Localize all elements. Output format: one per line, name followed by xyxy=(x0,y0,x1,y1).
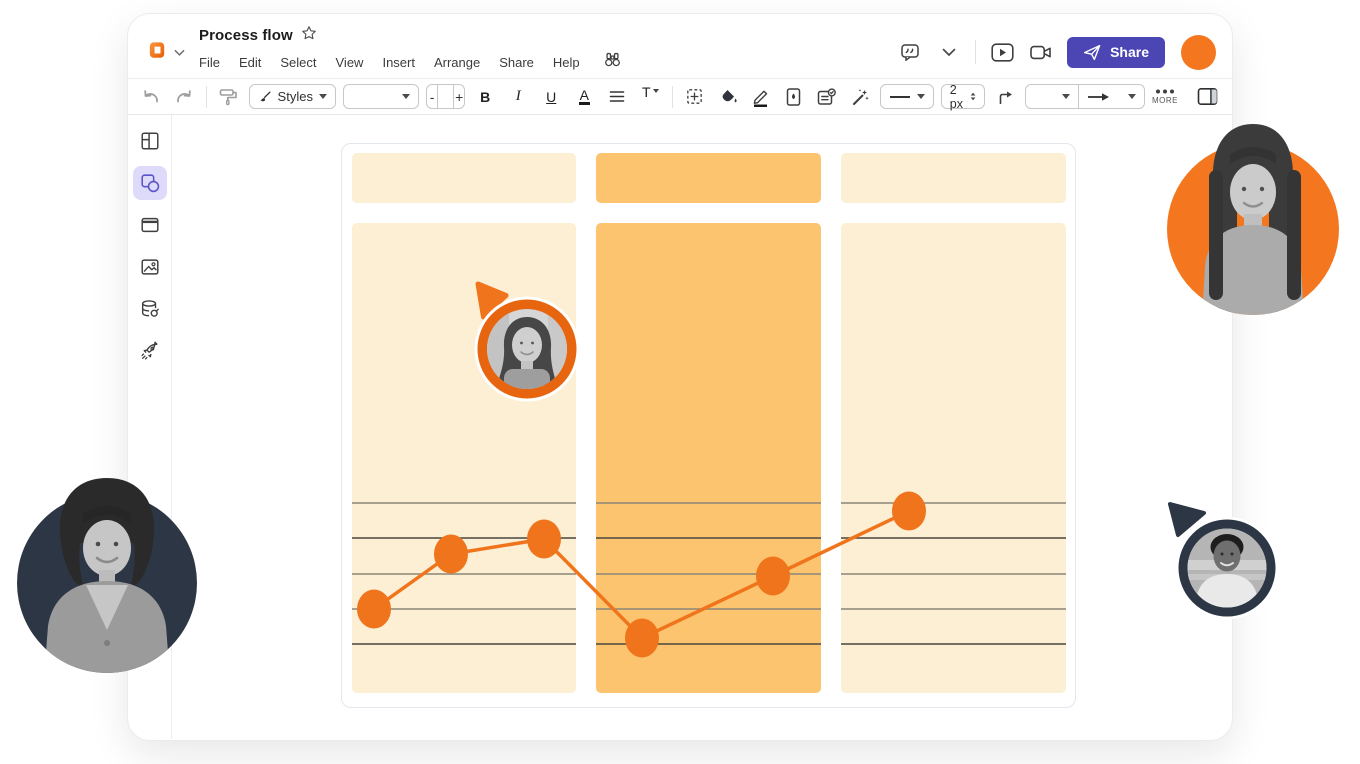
right-panel-toggle[interactable] xyxy=(1194,84,1220,110)
search-binoculars-icon[interactable] xyxy=(603,51,622,73)
line-start-select[interactable] xyxy=(1024,84,1079,109)
font-select[interactable] xyxy=(342,84,419,109)
column-2-header[interactable] xyxy=(596,153,821,203)
share-button[interactable]: Share xyxy=(1067,36,1165,68)
brush-icon xyxy=(260,90,271,101)
bold-button[interactable]: B xyxy=(480,88,491,105)
line-color-button[interactable] xyxy=(748,84,774,110)
column-1-header[interactable] xyxy=(352,153,576,203)
arrow-controls xyxy=(1024,84,1145,109)
shapes-icon xyxy=(140,174,159,193)
font-size-input[interactable] xyxy=(437,85,455,108)
menu-item-insert[interactable]: Insert xyxy=(382,54,415,70)
menu-item-edit[interactable]: Edit xyxy=(238,54,262,70)
data-point[interactable] xyxy=(756,556,790,596)
line-icon xyxy=(889,95,910,98)
position-button[interactable] xyxy=(682,84,708,110)
canvas-drawing xyxy=(352,153,1066,693)
sidebar-item-frames[interactable] xyxy=(133,208,167,242)
sidebar-item-data[interactable] xyxy=(133,292,167,326)
canvas[interactable] xyxy=(172,115,1232,739)
data-point[interactable] xyxy=(357,589,391,629)
present-button[interactable] xyxy=(989,39,1015,65)
align-button[interactable] xyxy=(604,84,630,110)
favorite-star-icon[interactable] xyxy=(301,25,317,46)
video-call-icon[interactable] xyxy=(1028,39,1054,65)
toolbar-divider xyxy=(206,85,207,108)
font-size-control: - + xyxy=(426,84,466,109)
column-2-body[interactable] xyxy=(596,223,821,693)
window-icon xyxy=(140,217,159,233)
header: Process flow File Edit Select View Inser… xyxy=(128,14,1232,78)
line-end-select[interactable] xyxy=(1078,84,1145,109)
italic-button[interactable]: I xyxy=(515,88,521,104)
layout-icon xyxy=(140,132,159,150)
sidebar-item-marketplace[interactable] xyxy=(133,334,167,368)
menu-item-select[interactable]: Select xyxy=(280,54,317,70)
lucid-logo-icon[interactable] xyxy=(146,39,169,67)
comments-button[interactable] xyxy=(897,39,923,65)
caret-down-icon xyxy=(402,94,410,99)
document-title[interactable]: Process flow xyxy=(199,27,293,44)
text-options-button[interactable]: T xyxy=(637,84,663,110)
menu-bar: File Edit Select View Insert Arrange Sha… xyxy=(199,51,622,73)
image-icon xyxy=(140,259,159,275)
sidebar-item-images[interactable] xyxy=(133,250,167,284)
data-point[interactable] xyxy=(625,618,659,658)
caret-down-icon xyxy=(318,94,327,99)
data-point[interactable] xyxy=(527,519,561,559)
fill-color-button[interactable] xyxy=(715,84,741,110)
format-painter-button[interactable] xyxy=(216,84,242,110)
data-point[interactable] xyxy=(892,491,926,531)
redo-button[interactable] xyxy=(171,84,197,110)
arrow-right-icon xyxy=(1087,92,1109,101)
caret-down-icon xyxy=(1127,94,1136,99)
rocket-icon xyxy=(140,341,158,360)
font-size-decrease[interactable]: - xyxy=(429,88,435,105)
account-avatar[interactable] xyxy=(1181,34,1216,70)
menu-item-arrange[interactable]: Arrange xyxy=(433,54,481,70)
left-toolbar xyxy=(128,115,172,739)
underline-button[interactable]: U xyxy=(546,88,557,105)
line-style-select[interactable] xyxy=(879,84,934,109)
database-link-icon xyxy=(141,300,159,317)
styles-select[interactable]: Styles xyxy=(248,84,336,109)
magic-wand-button[interactable] xyxy=(847,84,873,110)
undo-button[interactable] xyxy=(138,84,164,110)
font-size-increase[interactable]: + xyxy=(455,88,464,105)
annotation-button[interactable] xyxy=(814,84,840,110)
app-window: Process flow File Edit Select View Inser… xyxy=(128,14,1232,740)
up-down-icon xyxy=(970,92,976,101)
text-color-button[interactable]: A xyxy=(578,87,590,105)
paper-plane-icon xyxy=(1083,44,1101,60)
line-width-stepper[interactable]: 2 px xyxy=(940,83,985,111)
page-frame[interactable] xyxy=(341,143,1076,708)
comments-chevron-down-icon[interactable] xyxy=(936,39,962,65)
logo-chevron-down-icon[interactable] xyxy=(174,44,185,62)
toolbar-divider xyxy=(672,85,673,108)
ellipsis-icon xyxy=(1156,89,1174,93)
menu-item-view[interactable]: View xyxy=(335,54,364,70)
column-3-body[interactable] xyxy=(841,223,1066,693)
caret-down-icon xyxy=(1061,94,1070,99)
connector-type-button[interactable] xyxy=(992,84,1018,110)
caret-down-icon xyxy=(652,88,659,93)
more-button[interactable]: MORE xyxy=(1152,89,1178,105)
header-divider xyxy=(975,40,977,64)
menu-item-help[interactable]: Help xyxy=(552,54,580,70)
data-point[interactable] xyxy=(434,534,468,574)
column-3-header[interactable] xyxy=(841,153,1066,203)
menu-item-file[interactable]: File xyxy=(199,54,220,70)
sidebar-item-layouts[interactable] xyxy=(133,124,167,158)
caret-down-icon xyxy=(916,94,925,99)
toolbar: Styles - + B I U A T xyxy=(128,78,1232,115)
shadow-button[interactable] xyxy=(781,84,807,110)
sidebar-item-shapes[interactable] xyxy=(132,166,167,200)
menu-item-share[interactable]: Share xyxy=(499,54,534,70)
